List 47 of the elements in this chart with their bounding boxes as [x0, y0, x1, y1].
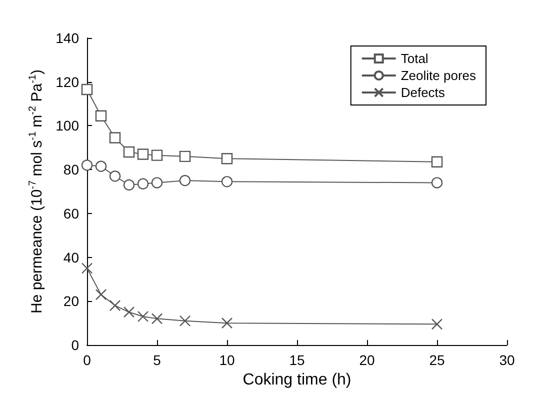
point	[151, 313, 163, 324]
point	[221, 176, 233, 188]
point	[179, 150, 191, 162]
point	[179, 174, 191, 186]
point	[431, 177, 443, 188]
text: He permeance (10-7 mol s-1 m-2 Pa-1)	[28, 70, 46, 314]
x-tick-label: 10	[219, 352, 235, 368]
y-tick-label: 20	[63, 293, 80, 310]
x-axis-title: Coking time (h)	[242, 371, 352, 388]
point	[151, 177, 163, 188]
y-tick-label: 80	[63, 162, 80, 178]
x-tick-label: 30	[499, 352, 515, 368]
legend-label: Total	[400, 51, 428, 66]
point	[179, 315, 191, 326]
point	[95, 288, 107, 300]
point	[95, 160, 107, 172]
point	[221, 153, 233, 164]
point	[123, 179, 135, 191]
point	[137, 310, 149, 322]
point	[81, 160, 93, 171]
point	[137, 178, 149, 190]
point	[431, 156, 443, 168]
x-tick-label: 25	[429, 352, 445, 368]
point	[151, 150, 163, 161]
point	[109, 300, 121, 312]
point	[221, 317, 233, 329]
y-tick-label: 40	[63, 249, 80, 266]
x-tick-label: 20	[359, 352, 375, 368]
x-tick-label: 5	[153, 352, 162, 368]
x-tick-label: 0	[83, 352, 92, 368]
legend-label: Defects	[400, 85, 446, 100]
point	[109, 132, 121, 144]
y-tick-label: 0	[71, 337, 80, 353]
x-tick-label: 15	[289, 352, 305, 368]
y-tick-label: 120	[56, 74, 80, 90]
legend-label: Zeolite pores	[400, 68, 476, 83]
point	[123, 146, 135, 158]
y-tick-label: 100	[56, 118, 80, 134]
y-tick-label: 60	[63, 205, 80, 222]
point	[95, 110, 107, 122]
point	[431, 318, 443, 330]
point	[109, 170, 121, 182]
y-tick-label: 140	[56, 30, 80, 46]
point	[81, 84, 93, 96]
point	[81, 262, 93, 274]
point	[137, 148, 149, 160]
point	[123, 306, 135, 318]
